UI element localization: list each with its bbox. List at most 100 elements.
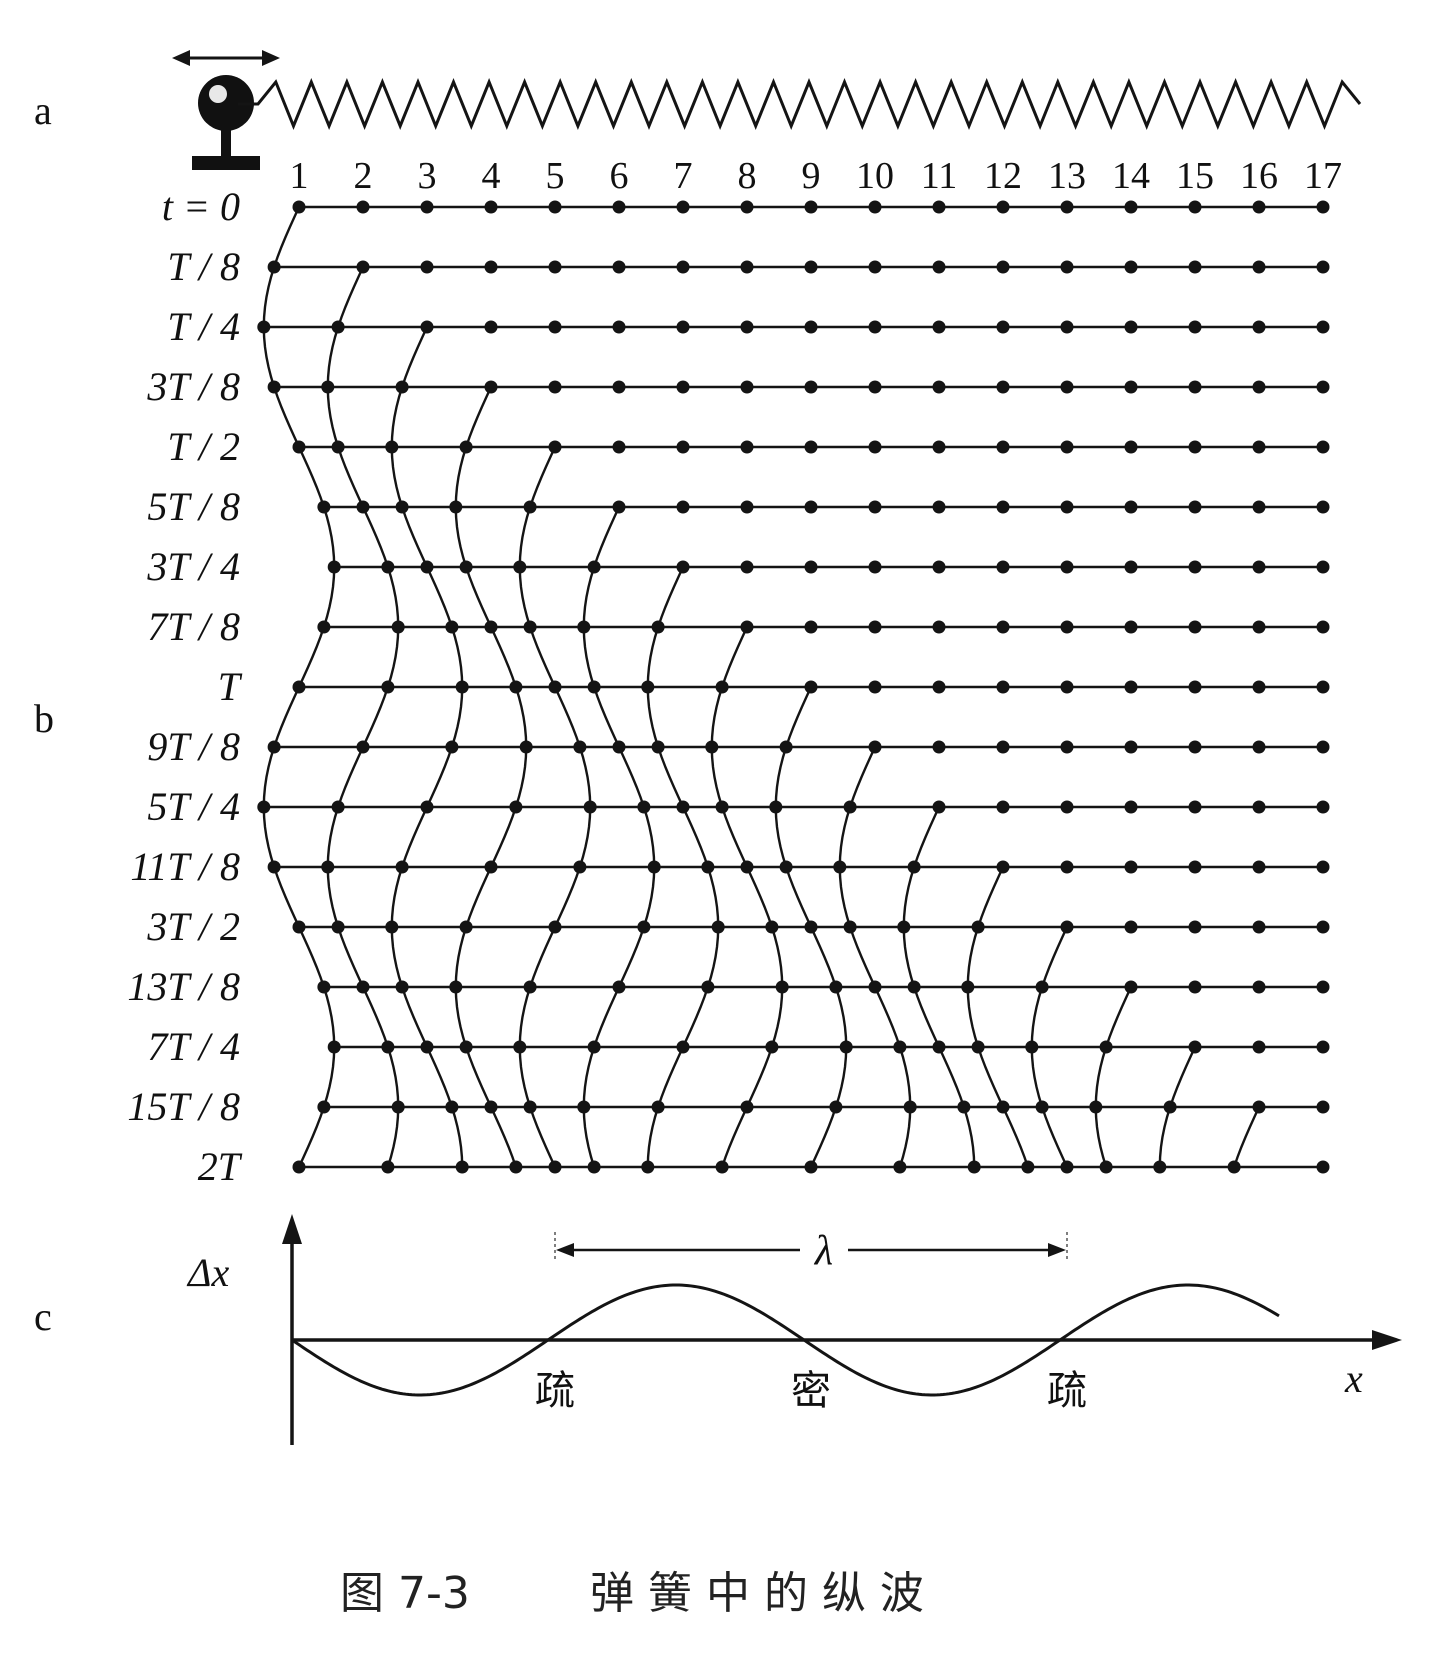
particle-dot <box>1316 740 1330 754</box>
particle-numbers-row: 1 2 3 4 5 6 7 8 9 10 11 12 13 14 15 16 1… <box>290 155 1343 197</box>
particle-dot <box>459 1040 473 1054</box>
particle-dot <box>1124 800 1138 814</box>
particle-dot <box>637 800 651 814</box>
particle-dot <box>804 500 818 514</box>
particle-dot <box>459 920 473 934</box>
particle-dot <box>257 320 271 334</box>
particle-dot <box>893 1160 907 1174</box>
particle-path <box>710 626 784 1168</box>
particle-dot <box>1252 500 1266 514</box>
particle-dot <box>459 560 473 574</box>
time-label: 2T <box>198 1144 243 1189</box>
particle-dot <box>804 440 818 454</box>
particle-dot <box>1124 260 1138 274</box>
particle-dot <box>612 200 626 214</box>
particle-dot <box>1060 620 1074 634</box>
particle-number: 17 <box>1304 155 1342 197</box>
particle-dot <box>1124 200 1138 214</box>
particle-dot <box>740 440 754 454</box>
particle-dot <box>573 860 587 874</box>
particle-dot <box>1252 200 1266 214</box>
particle-dot <box>612 380 626 394</box>
particle-dot <box>1163 1100 1177 1114</box>
time-label: 3T / 8 <box>146 364 240 409</box>
particle-dot <box>868 440 882 454</box>
particle-dot <box>676 200 690 214</box>
particle-dot <box>548 680 562 694</box>
particle-dot <box>1124 320 1138 334</box>
particle-dot <box>804 680 818 694</box>
particle-dot <box>519 740 533 754</box>
particle-dot <box>996 860 1010 874</box>
particle-dot <box>587 680 601 694</box>
particle-dot <box>509 800 523 814</box>
particle-dot <box>1252 1040 1266 1054</box>
particle-dot <box>907 980 921 994</box>
particle-dot <box>292 920 306 934</box>
spring-coil <box>238 77 1362 131</box>
time-label: 7T / 4 <box>147 1024 240 1069</box>
particle-dot <box>548 1160 562 1174</box>
particle-dot <box>395 500 409 514</box>
particle-dot <box>996 680 1010 694</box>
particle-dot <box>548 380 562 394</box>
time-label: T / 2 <box>167 424 240 469</box>
particle-dot <box>1035 1100 1049 1114</box>
particle-dot <box>1188 620 1202 634</box>
particle-dot <box>996 200 1010 214</box>
particle-dot <box>356 500 370 514</box>
particle-dot <box>932 800 946 814</box>
particle-dot <box>843 920 857 934</box>
particle-dot <box>267 860 281 874</box>
particle-dot <box>932 740 946 754</box>
particle-dot <box>548 320 562 334</box>
particle-dot <box>484 260 498 274</box>
particle-dot <box>868 320 882 334</box>
particle-dot <box>1316 560 1330 574</box>
particle-dot <box>641 680 655 694</box>
particle-dot <box>1252 980 1266 994</box>
particle-dot <box>740 500 754 514</box>
particle-dot <box>385 920 399 934</box>
particle-path <box>966 866 1030 1168</box>
particle-dot <box>1060 260 1074 274</box>
particle-dot <box>1316 200 1330 214</box>
particle-dot <box>1124 980 1138 994</box>
particle-dot <box>1025 1040 1039 1054</box>
particle-dot <box>971 1040 985 1054</box>
particle-dot <box>1316 380 1330 394</box>
particle-number: 10 <box>856 155 894 197</box>
particle-dot <box>587 1160 601 1174</box>
particle-dot <box>1060 740 1074 754</box>
particle-dot <box>395 980 409 994</box>
particle-dot <box>267 380 281 394</box>
particle-dot <box>1316 1100 1330 1114</box>
particle-dot <box>740 860 754 874</box>
particle-dot <box>996 800 1010 814</box>
particle-dot <box>1316 620 1330 634</box>
particle-dot <box>1316 920 1330 934</box>
particle-dot <box>868 260 882 274</box>
particle-dot <box>1252 560 1266 574</box>
x-axis <box>292 1330 1402 1350</box>
particle-dot <box>484 860 498 874</box>
time-label: 11T / 8 <box>130 844 240 889</box>
time-label: 15T / 8 <box>127 1084 240 1129</box>
oscillator-ball-icon <box>192 75 260 170</box>
particle-dot <box>1060 380 1074 394</box>
particle-dot <box>1188 200 1202 214</box>
particle-dot <box>1188 1040 1202 1054</box>
particle-dot <box>1021 1160 1035 1174</box>
rarefaction-label: 疏 <box>1047 1368 1087 1413</box>
particle-dot <box>356 260 370 274</box>
particle-dot <box>833 860 847 874</box>
particle-dot <box>292 440 306 454</box>
particle-dot <box>292 1160 306 1174</box>
particle-dot <box>676 320 690 334</box>
displacement-y-axis <box>282 1214 302 1445</box>
time-label: 3T / 2 <box>146 904 240 949</box>
particle-dot <box>996 620 1010 634</box>
particle-dot <box>257 800 271 814</box>
particle-dot <box>548 920 562 934</box>
